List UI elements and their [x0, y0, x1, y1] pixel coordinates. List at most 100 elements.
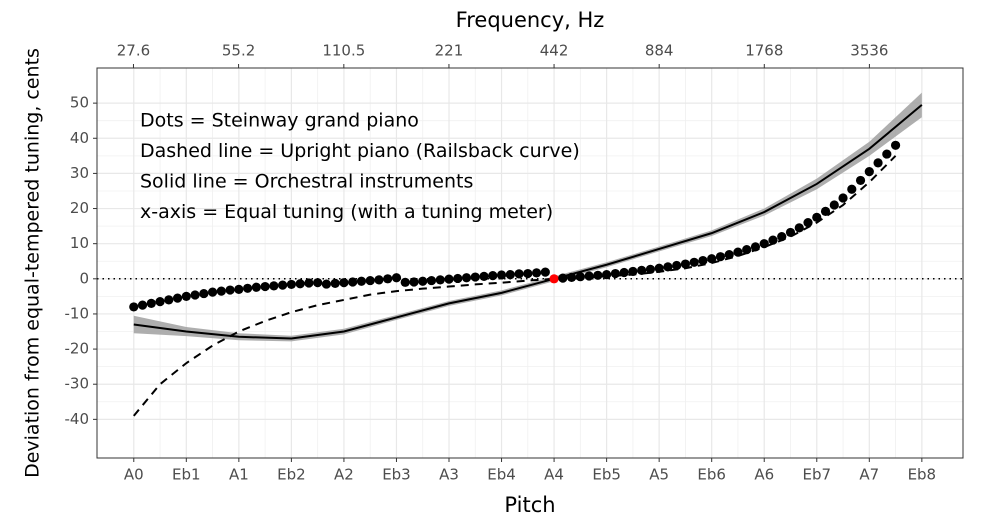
data-point [890, 140, 901, 150]
data-point [374, 275, 384, 285]
data-point [339, 278, 349, 288]
data-point [199, 288, 209, 299]
data-point [707, 254, 717, 264]
data-point [243, 283, 253, 293]
data-point [295, 279, 305, 289]
x-tick-label: Eb5 [592, 466, 621, 484]
data-point [453, 273, 463, 284]
data-point [409, 277, 419, 287]
data-point [742, 245, 752, 255]
x-tick-label: A4 [544, 466, 564, 484]
data-point [400, 277, 410, 287]
data-point [794, 223, 804, 233]
line-dashed [133, 155, 897, 417]
data-point [470, 272, 480, 282]
data-point [172, 293, 183, 303]
data-point [637, 265, 647, 275]
x2-tick-label: 27.6 [117, 42, 150, 60]
data-point [514, 269, 524, 279]
x2-tick-label: 884 [645, 42, 674, 60]
data-point [829, 200, 839, 210]
data-point [278, 280, 288, 290]
data-point [181, 291, 191, 301]
data-point [286, 279, 296, 290]
y-tick-label: 10 [70, 234, 89, 252]
data-point [882, 149, 892, 159]
plot-border [96, 67, 964, 459]
data-point [672, 260, 682, 271]
data-point [715, 252, 726, 262]
y-tick-label: -20 [65, 340, 90, 358]
data-point [759, 239, 769, 249]
data-point [698, 255, 708, 266]
y-tick-label: -40 [65, 410, 90, 428]
data-point [426, 275, 437, 286]
x2-tick-label: 55.2 [222, 42, 255, 60]
plot-background [97, 68, 963, 458]
data-point [610, 268, 620, 279]
x2-tick-label: 442 [540, 42, 569, 60]
y-tick-label: -10 [65, 304, 90, 322]
line-solid [133, 104, 923, 340]
data-point [383, 274, 393, 284]
data-point [444, 274, 454, 284]
data-point [216, 286, 226, 296]
data-point [348, 277, 358, 287]
x2-tick-label: 3536 [850, 42, 888, 60]
data-point [304, 278, 314, 288]
x-tick-label: Eb6 [697, 466, 726, 484]
x-tick-label: A5 [649, 466, 669, 484]
y-tick-label: 20 [70, 199, 89, 217]
data-point [488, 271, 498, 281]
data-point [313, 278, 323, 288]
data-point [531, 268, 542, 278]
data-point [820, 206, 831, 216]
x-tick-label: A3 [439, 466, 459, 484]
data-point [663, 262, 673, 272]
data-point [602, 269, 612, 280]
data-point [654, 263, 664, 273]
data-point [619, 267, 629, 278]
data-point [505, 269, 515, 280]
data-point [496, 270, 507, 280]
annotation: Solid line = Orchestral instruments [140, 171, 473, 193]
data-point [584, 271, 594, 281]
data-point [566, 272, 577, 283]
x-tick-label: A0 [124, 466, 144, 484]
data-point [558, 273, 568, 283]
data-point [391, 273, 402, 283]
data-point [549, 274, 559, 284]
data-point [523, 268, 533, 279]
x2-tick-label: 110.5 [322, 42, 365, 60]
data-point [838, 193, 848, 203]
data-point [593, 270, 603, 280]
data-point [155, 297, 165, 307]
data-point [225, 285, 235, 295]
annotation: Dots = Steinway grand piano [140, 110, 419, 132]
data-point [207, 287, 218, 297]
data-point [190, 290, 200, 300]
data-point [628, 266, 638, 277]
data-point [129, 302, 139, 312]
y-axis-title: Deviation from equal-tempered tuning, ce… [22, 48, 44, 478]
x-tick-label: A1 [229, 466, 249, 484]
data-point [812, 212, 822, 222]
data-point [479, 271, 489, 281]
x-tick-label: A2 [334, 466, 354, 484]
y-tick-label: 50 [70, 94, 89, 112]
y-tick-label: 30 [70, 164, 89, 182]
data-point [847, 184, 857, 194]
data-point [269, 281, 279, 291]
data-point [864, 167, 874, 177]
data-point [234, 284, 244, 294]
x-tick-label: A7 [859, 466, 879, 484]
x-tick-label: Eb3 [382, 466, 411, 484]
data-point [330, 278, 340, 288]
x-tick-label: Eb7 [802, 466, 831, 484]
data-point [680, 259, 691, 269]
y-tick-label: 40 [70, 129, 89, 147]
data-point [733, 247, 743, 257]
data-point [164, 295, 174, 305]
